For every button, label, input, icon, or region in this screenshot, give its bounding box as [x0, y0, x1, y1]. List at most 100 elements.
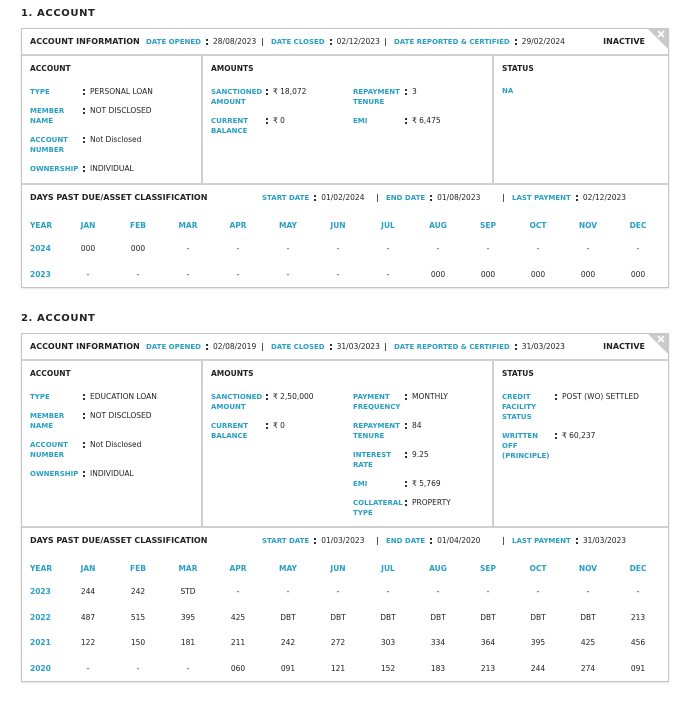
field-label: OWNERSHIP [30, 470, 79, 478]
column-header: OCT [529, 563, 547, 573]
date-label: LAST PAYMENT [512, 194, 571, 202]
field-value: INDIVIDUAL [90, 164, 134, 173]
status-text: NA [502, 87, 514, 95]
colon [405, 481, 407, 487]
date-value: 01/08/2023 [437, 193, 481, 202]
field-label: OWNERSHIP [30, 165, 79, 173]
dpd-cell: 242 [280, 638, 296, 648]
year-cell: 2023 [30, 587, 51, 597]
sections: ACCOUNT TYPE EDUCATION LOAN MEMBER NAME NOT … [22, 361, 668, 528]
field-label: REPAYMENT TENURE [353, 422, 400, 440]
table-row: 2020 - - - 060 091 121 152 183 213 244 274 091 [22, 656, 663, 682]
column-header: OCT [529, 220, 547, 230]
colon [514, 38, 517, 45]
section-title: AMOUNTS [211, 369, 254, 378]
colon [266, 118, 268, 124]
dpd-cell: - [286, 269, 290, 279]
close-button[interactable] [647, 333, 669, 355]
table-row: 2022 487 515 395 425 DBT DBT DBT DBT DBT DBT DBT 213 [22, 605, 663, 631]
field-label: MEMBER NAME [30, 412, 65, 430]
dpd-cell: DBT [580, 612, 596, 622]
field-value: ₹ 5,769 [412, 479, 441, 488]
colon [329, 38, 332, 45]
column-header: DEC [629, 220, 647, 230]
field-value: NOT DISCLOSED [90, 411, 152, 420]
field-value: ₹ 0 [273, 421, 285, 430]
close-button[interactable] [647, 28, 669, 50]
dpd-cell: 060 [230, 663, 246, 673]
amount-columns: SANCTIONED AMOUNT ₹ 18,072 CURRENT BALANCE… [211, 87, 484, 136]
column-header: MAR [178, 563, 198, 573]
date-label: DATE REPORTED & CERTIFIED [394, 343, 510, 351]
field-label: COLLATERAL TYPE [353, 499, 403, 517]
field-label: MEMBER NAME [30, 107, 65, 125]
dpd-cell: 364 [480, 638, 496, 648]
dpd-cell: - [636, 244, 640, 254]
field: CURRENT BALANCE ₹ 0 [211, 116, 353, 136]
dpd-cell: - [536, 244, 540, 254]
dpd-cell: - [86, 663, 90, 673]
dpd-cell: - [586, 244, 590, 254]
dpd-cell: 211 [230, 638, 246, 648]
dpd-cell: 395 [180, 612, 196, 622]
field: ACCOUNT NUMBER Not Disclosed [30, 440, 193, 460]
dpd-cell: - [386, 244, 390, 254]
year-cell: 2020 [30, 663, 51, 673]
info-date: DATE OPENED 02/08/2019 [146, 342, 256, 351]
column-header: SEP [479, 563, 497, 573]
year-cell: 2023 [30, 269, 51, 279]
colon [83, 413, 85, 419]
field-label: TYPE [30, 88, 50, 96]
colon [555, 433, 557, 439]
dpd-cell: 000 [580, 269, 596, 279]
account-status: INACTIVE [603, 37, 645, 46]
field-value: ₹ 2,50,000 [273, 392, 314, 401]
column-header: NOV [578, 220, 598, 230]
close-icon [657, 30, 665, 38]
colon [83, 89, 85, 95]
dpd-cell: 425 [230, 612, 246, 622]
dpd-cell: STD [180, 587, 196, 597]
dpd-cell: DBT [380, 612, 396, 622]
dpd-cell: - [236, 587, 240, 597]
table-row: 2023 - - - - - - - 000 000 000 000 000 [22, 262, 663, 288]
field: SANCTIONED AMOUNT ₹ 18,072 [211, 87, 353, 107]
field-label: REPAYMENT TENURE [353, 88, 400, 106]
column-header: JUL [381, 563, 395, 573]
close-corner [647, 28, 669, 50]
dpd-bar: DAYS PAST DUE/ASSET CLASSIFICATION START … [22, 528, 668, 553]
dpd-cell: - [586, 587, 590, 597]
section-title: AMOUNTS [211, 64, 254, 73]
dpd-cell: 121 [330, 663, 346, 673]
amounts-section: AMOUNTS SANCTIONED AMOUNT ₹ 18,072 CURRENT … [201, 56, 492, 183]
fields: PAYMENT FREQUENCY MONTHLY REPAYMENT TENURE… [353, 392, 451, 518]
account-section: ACCOUNT TYPE PERSONAL LOAN MEMBER NAME NOT D… [22, 56, 201, 183]
field-value: ₹ 6,475 [412, 116, 441, 125]
column-header: DEC [629, 563, 647, 573]
date-label: DATE REPORTED & CERTIFIED [394, 38, 510, 46]
amount-columns: SANCTIONED AMOUNT ₹ 2,50,000 CURRENT BALAN… [211, 392, 484, 518]
dpd-cell: 183 [430, 663, 446, 673]
colon [83, 471, 85, 477]
field: WRITTEN OFF (PRINCIPLE) ₹ 60,237 [502, 431, 660, 461]
field-value: PROPERTY [412, 498, 451, 507]
dpd-cell: - [236, 244, 240, 254]
dpd-cell: 425 [580, 638, 596, 648]
column-header: SEP [479, 220, 497, 230]
info-date: DATE CLOSED 02/12/2023 [262, 37, 380, 46]
column-header: AUG [429, 220, 447, 230]
dpd-cell: - [636, 587, 640, 597]
field: SANCTIONED AMOUNT ₹ 2,50,000 [211, 392, 353, 412]
column-header: JUL [381, 220, 395, 230]
section-title: STATUS [502, 64, 534, 73]
dpd-cell: DBT [480, 612, 496, 622]
field: TYPE PERSONAL LOAN [30, 87, 193, 97]
date-value: 31/03/2023 [582, 536, 627, 545]
dpd-title: DAYS PAST DUE/ASSET CLASSIFICATION [30, 193, 208, 202]
date-label: START DATE [262, 194, 310, 202]
field-label: TYPE [30, 393, 50, 401]
field-label: EMI [353, 480, 368, 488]
field-value: NOT DISCLOSED [90, 106, 152, 115]
field: INTEREST RATE 9.25 [353, 450, 451, 470]
